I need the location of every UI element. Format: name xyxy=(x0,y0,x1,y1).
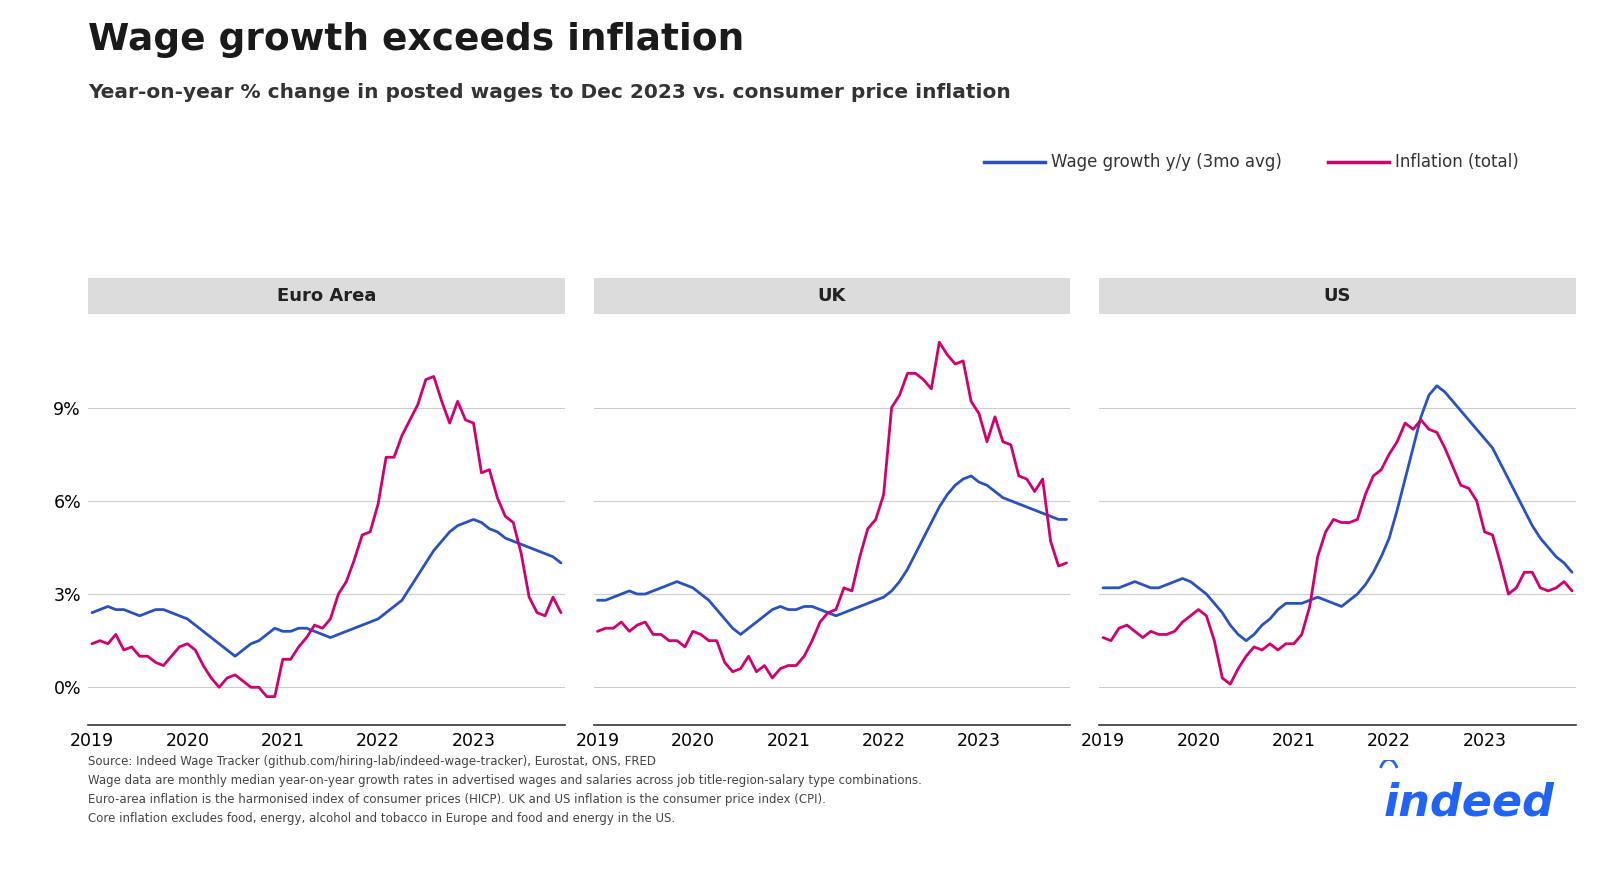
Text: Inflation (total): Inflation (total) xyxy=(1395,153,1518,170)
Text: Euro Area: Euro Area xyxy=(277,287,376,305)
Text: Year-on-year % change in posted wages to Dec 2023 vs. consumer price inflation: Year-on-year % change in posted wages to… xyxy=(88,83,1011,102)
Text: Source: Indeed Wage Tracker (github.com/hiring-lab/indeed-wage-tracker), Eurosta: Source: Indeed Wage Tracker (github.com/… xyxy=(88,755,922,825)
Text: US: US xyxy=(1323,287,1352,305)
Text: Wage growth y/y (3mo avg): Wage growth y/y (3mo avg) xyxy=(1051,153,1282,170)
Text: indeed: indeed xyxy=(1384,782,1555,825)
Text: Wage growth exceeds inflation: Wage growth exceeds inflation xyxy=(88,22,744,58)
Text: UK: UK xyxy=(818,287,846,305)
